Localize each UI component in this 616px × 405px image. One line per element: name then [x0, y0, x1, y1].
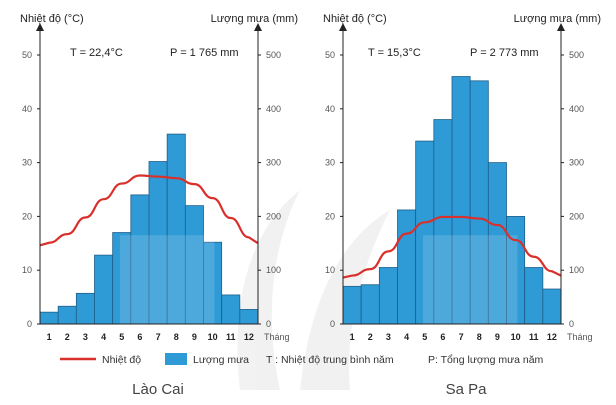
- legend: Nhiệt độ Lượng mưa T : Nhiệt độ trung bì…: [60, 353, 544, 366]
- legend-rain-swatch: [165, 353, 187, 365]
- month-label: 5: [119, 332, 124, 342]
- overlay-band: [119, 235, 215, 324]
- place-name: Lào Cai: [132, 381, 184, 398]
- right-tick-label: 200: [569, 211, 584, 221]
- annotation-temperature: T = 15,3°C: [368, 47, 421, 59]
- legend-t-note: T : Nhiệt độ trung bình năm: [266, 354, 394, 366]
- month-label: 1: [350, 332, 355, 342]
- month-label: 10: [511, 332, 521, 342]
- month-label: 5: [422, 332, 427, 342]
- x-axis-title: Tháng: [264, 332, 290, 342]
- left-tick-label: 20: [325, 211, 335, 221]
- left-tick-label: 40: [325, 104, 335, 114]
- month-label: 1: [47, 332, 52, 342]
- month-label: 9: [495, 332, 500, 342]
- right-tick-label: 500: [266, 50, 281, 60]
- left-tick-label: 50: [325, 50, 335, 60]
- month-label: 7: [459, 332, 464, 342]
- rain-bar: [378, 267, 398, 325]
- month-label: 9: [192, 332, 197, 342]
- left-axis-title: Nhiệt độ (°C): [323, 13, 387, 25]
- left-tick-label: 10: [22, 265, 32, 275]
- rain-bar: [75, 292, 95, 325]
- right-axis-title: Lượng mưa (mm): [211, 13, 298, 25]
- overlay-band: [422, 235, 518, 324]
- left-axis-title: Nhiệt độ (°C): [20, 13, 84, 25]
- month-label: 11: [226, 332, 236, 342]
- right-tick-label: 400: [569, 104, 584, 114]
- annotation-temperature: T = 22,4°C: [70, 47, 123, 59]
- month-label: 12: [244, 332, 254, 342]
- place-name: Sa Pa: [446, 381, 488, 398]
- month-label: 2: [368, 332, 373, 342]
- right-tick-label: 0: [569, 319, 574, 329]
- rain-bar: [239, 309, 259, 325]
- rain-bar: [360, 284, 380, 325]
- rain-bar: [221, 294, 241, 325]
- left-tick-label: 20: [22, 211, 32, 221]
- month-label: 8: [174, 332, 179, 342]
- month-label: 3: [83, 332, 88, 342]
- legend-temp-label: Nhiệt độ: [102, 354, 141, 366]
- rain-bar: [94, 254, 114, 325]
- month-label: 7: [156, 332, 161, 342]
- legend-rain-label: Lượng mưa: [193, 354, 249, 366]
- month-label: 12: [547, 332, 557, 342]
- right-axis-title: Lượng mưa (mm): [514, 13, 601, 25]
- legend-p-note: P: Tổng lượng mưa năm: [428, 354, 544, 366]
- month-label: 11: [529, 332, 539, 342]
- left-tick-label: 10: [325, 265, 335, 275]
- right-tick-label: 0: [266, 319, 271, 329]
- left-tick-label: 30: [325, 158, 335, 168]
- month-label: 6: [440, 332, 445, 342]
- annotation-precipitation: P = 1 765 mm: [170, 47, 239, 59]
- right-tick-label: 100: [569, 265, 584, 275]
- temperature-line: [342, 215, 562, 279]
- rain-bar: [342, 285, 362, 325]
- left-tick-label: 30: [22, 158, 32, 168]
- right-tick-label: 200: [266, 211, 281, 221]
- temperature-line: [39, 174, 259, 247]
- left-tick-label: 0: [330, 319, 335, 329]
- rain-bar: [524, 267, 544, 325]
- month-label: 2: [65, 332, 70, 342]
- left-tick-label: 0: [27, 319, 32, 329]
- left-tick-label: 40: [22, 104, 32, 114]
- rain-bar: [57, 305, 77, 325]
- month-label: 4: [101, 332, 106, 342]
- rain-bar: [397, 209, 417, 325]
- right-tick-label: 300: [569, 158, 584, 168]
- x-axis-title: Tháng: [567, 332, 593, 342]
- right-tick-label: 400: [266, 104, 281, 114]
- rain-bar: [542, 288, 562, 325]
- month-label: 6: [137, 332, 142, 342]
- right-tick-label: 100: [266, 265, 281, 275]
- left-tick-label: 50: [22, 50, 32, 60]
- month-label: 4: [404, 332, 409, 342]
- rain-bar: [39, 311, 59, 325]
- month-label: 3: [386, 332, 391, 342]
- right-tick-label: 300: [266, 158, 281, 168]
- month-label: 8: [477, 332, 482, 342]
- right-tick-label: 500: [569, 50, 584, 60]
- month-label: 10: [208, 332, 218, 342]
- annotation-precipitation: P = 2 773 mm: [470, 47, 539, 59]
